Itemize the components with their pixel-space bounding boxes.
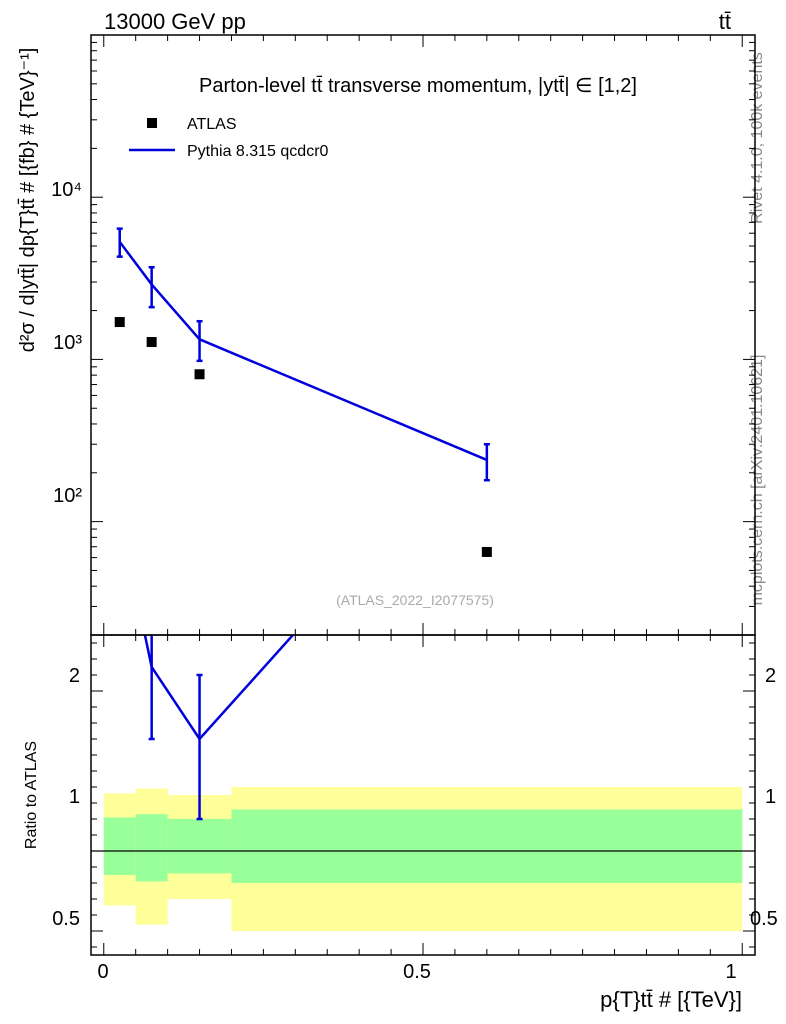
legend: ATLAS Pythia 8.315 qcdcr0 [129,116,329,160]
ratio-y-tick-label-05: 0.5 [52,908,80,930]
y-tick-label-100: 10² [53,485,82,507]
ratio-y-tick-label-2-right: 2 [765,665,776,687]
atlas-data-point [481,546,492,557]
main-panel: Parton-level tt̄ transverse momentum, |y… [17,34,756,636]
legend-marker-atlas [147,118,157,128]
ratio-y-tick-labels-right: 0.5 1 2 [750,665,778,930]
y-tick-label-1000: 10³ [53,332,82,354]
legend-label-atlas: ATLAS [187,116,237,133]
pythia-line [118,241,488,462]
uncertainty-band-inner [135,814,168,882]
ratio-y-axis-label: Ratio to ATLAS [23,741,40,849]
atlas-data-point [194,369,205,380]
x-axis-label: p{T}tt̄ # [{TeV}] [600,987,742,1012]
energy-label: 13000 GeV pp [104,9,246,34]
rivet-label: Rivet 4.1.0, 100k events [749,52,766,224]
atlas-data-point [146,337,157,348]
ratio-frame [90,634,756,956]
process-label: tt̄ [719,9,731,34]
x-tick-labels: 0 0.5 1 [97,961,736,983]
y-tick-label-10000: 10⁴ [51,179,82,201]
atlas-data-point [114,317,125,328]
x-tick-label-0: 0 [97,961,108,983]
ratio-ticks [91,635,755,955]
ratio-y-tick-label-2: 2 [69,665,80,687]
ratio-pythia-line [143,635,295,742]
y-axis-label: d²σ / d|ytt̄| dp{T}tt̄ # [{fb} # {TeV}⁻¹… [17,48,39,353]
x-tick-label-05: 0.5 [403,961,431,983]
chart-title: Parton-level tt̄ transverse momentum, |y… [199,75,637,97]
x-tick-label-1: 1 [725,961,736,983]
y-tick-labels: 10² 10³ 10⁴ [51,179,82,507]
ratio-panel: Ratio to ATLAS p{T}tt̄ # [{TeV}] 0.5 1 2… [23,634,778,1012]
site-label: mcplots.cern.ch [arXiv:2401.10621] [749,355,766,606]
ratio-y-tick-label-05-right: 0.5 [750,908,778,930]
ratio-y-tick-label-1: 1 [69,786,80,808]
ratio-y-tick-labels-left: 0.5 1 2 [52,665,80,930]
main-ticks [91,35,755,636]
uncertainty-band-inner [231,809,743,883]
ratio-data [91,635,755,931]
uncertainty-band-inner [167,819,232,874]
legend-label-pythia: Pythia 8.315 qcdcr0 [187,143,329,160]
uncertainty-band-inner [103,817,136,875]
ratio-y-tick-label-1-right: 1 [765,786,776,808]
main-data [114,227,492,557]
analysis-label: (ATLAS_2022_I2077575) [336,592,494,608]
